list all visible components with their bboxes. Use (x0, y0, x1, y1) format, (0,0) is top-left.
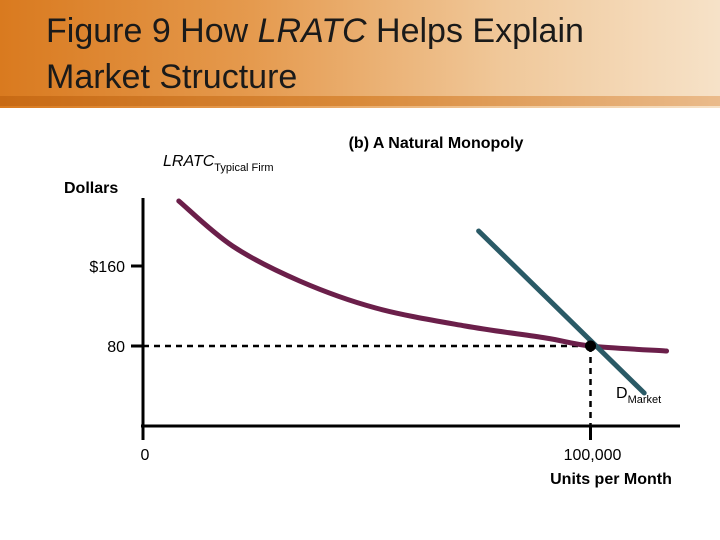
title-line-2: Market Structure (46, 58, 298, 96)
y-tick-label: 80 (107, 339, 125, 356)
demand-label: DMarket (616, 385, 661, 406)
demand-label-main: D (616, 385, 628, 402)
demand-label-subscript: Market (628, 394, 662, 406)
lratc-label-main: LRATC (163, 153, 215, 170)
title-prefix: Figure 9 How (46, 12, 258, 50)
lratc-label-subscript: Typical Firm (214, 162, 273, 174)
chart-title: (b) A Natural Monopoly (349, 135, 524, 152)
lratc-label: LRATCTypical Firm (163, 153, 274, 174)
x-tick-label: 0 (141, 447, 150, 464)
y-axis-label: Dollars (64, 180, 118, 197)
title-band (0, 0, 720, 108)
intersection-point (585, 340, 596, 352)
y-tick-label: $160 (89, 259, 125, 276)
title-italic: LRATC (257, 12, 367, 50)
demand-line (476, 228, 647, 396)
x-tick-label: 100,000 (564, 447, 622, 464)
title-rule (0, 96, 720, 106)
title-suffix: Helps Explain (366, 12, 584, 50)
x-axis-label: Units per Month (550, 471, 672, 488)
slide-title: Figure 9 How LRATC Helps Explain Market … (46, 8, 706, 100)
lratc-curve (176, 198, 670, 354)
